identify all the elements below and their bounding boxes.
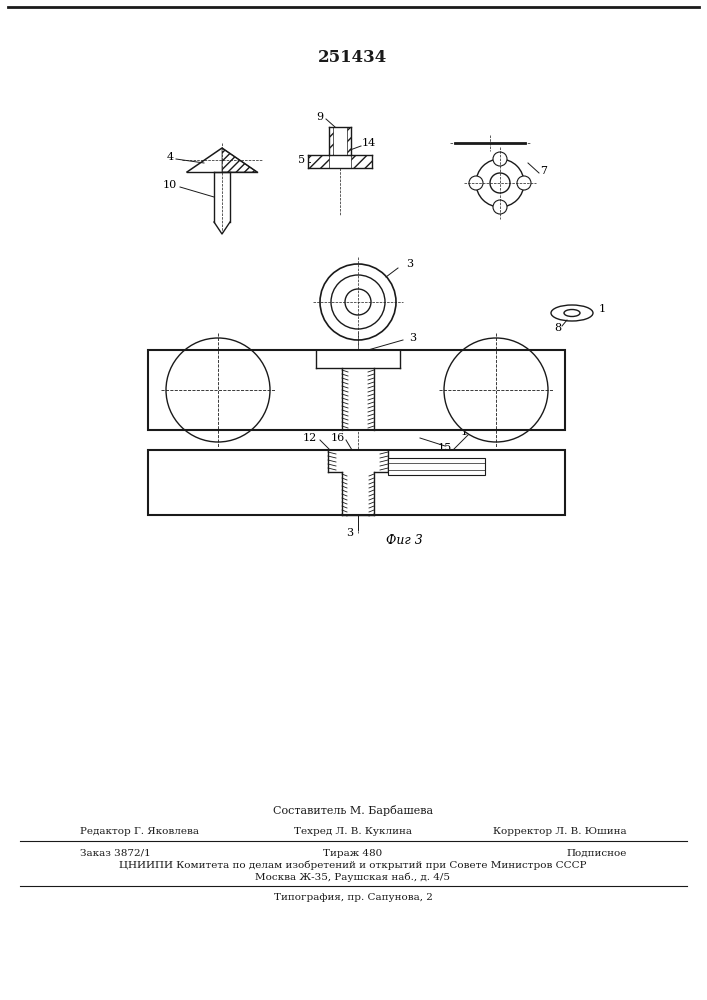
- Bar: [148, 350, 565, 430]
- Bar: [316, 350, 400, 368]
- Text: Подписное: Подписное: [566, 848, 627, 857]
- Bar: [148, 450, 565, 515]
- Text: 4: 4: [166, 152, 173, 162]
- Text: 10: 10: [163, 180, 177, 190]
- Ellipse shape: [551, 305, 593, 321]
- Bar: [351, 155, 372, 168]
- Bar: [148, 450, 565, 515]
- Bar: [342, 472, 374, 515]
- Bar: [329, 127, 333, 155]
- Text: Заказ 3872/1: Заказ 3872/1: [80, 848, 151, 857]
- Text: 3: 3: [406, 259, 413, 269]
- Text: 16: 16: [331, 433, 345, 443]
- Text: 3: 3: [409, 333, 416, 343]
- Bar: [328, 450, 388, 472]
- Text: Тираж 480: Тираж 480: [323, 848, 382, 857]
- Text: Фиг 3: Фиг 3: [386, 534, 423, 546]
- Bar: [347, 127, 351, 155]
- Circle shape: [444, 338, 548, 442]
- Circle shape: [493, 200, 507, 214]
- Text: 14: 14: [362, 138, 376, 148]
- Bar: [148, 450, 565, 515]
- Text: 7: 7: [540, 166, 547, 176]
- Circle shape: [493, 152, 507, 166]
- Text: 15: 15: [438, 443, 452, 453]
- Bar: [148, 350, 565, 430]
- Circle shape: [469, 176, 483, 190]
- Text: 12: 12: [303, 433, 317, 443]
- Text: 9: 9: [317, 112, 324, 122]
- Circle shape: [331, 275, 385, 329]
- Text: 251434: 251434: [318, 49, 387, 66]
- Circle shape: [517, 176, 531, 190]
- Text: 8: 8: [554, 323, 561, 333]
- Bar: [308, 155, 329, 168]
- Circle shape: [345, 289, 371, 315]
- Text: Москва Ж-35, Раушская наб., д. 4/5: Москва Ж-35, Раушская наб., д. 4/5: [255, 872, 450, 882]
- Circle shape: [166, 338, 270, 442]
- Text: 1: 1: [599, 304, 606, 314]
- Bar: [388, 458, 485, 475]
- Bar: [342, 368, 374, 430]
- Text: Составитель М. Барбашева: Составитель М. Барбашева: [273, 804, 433, 816]
- Text: 11: 11: [461, 427, 475, 437]
- Circle shape: [490, 173, 510, 193]
- Circle shape: [320, 264, 396, 340]
- Text: 3: 3: [346, 528, 354, 538]
- Polygon shape: [222, 148, 257, 172]
- Bar: [148, 350, 565, 430]
- Text: Техред Л. В. Куклина: Техред Л. В. Куклина: [294, 828, 412, 836]
- Text: Типография, пр. Сапунова, 2: Типография, пр. Сапунова, 2: [274, 894, 433, 902]
- Ellipse shape: [564, 310, 580, 316]
- Text: Редактор Г. Яковлева: Редактор Г. Яковлева: [80, 828, 199, 836]
- Circle shape: [476, 159, 524, 207]
- Text: 5: 5: [298, 155, 305, 165]
- Text: Корректор Л. В. Юшина: Корректор Л. В. Юшина: [493, 828, 627, 836]
- Text: ЦНИИПИ Комитета по делам изобретений и открытий при Совете Министров СССР: ЦНИИПИ Комитета по делам изобретений и о…: [119, 860, 587, 870]
